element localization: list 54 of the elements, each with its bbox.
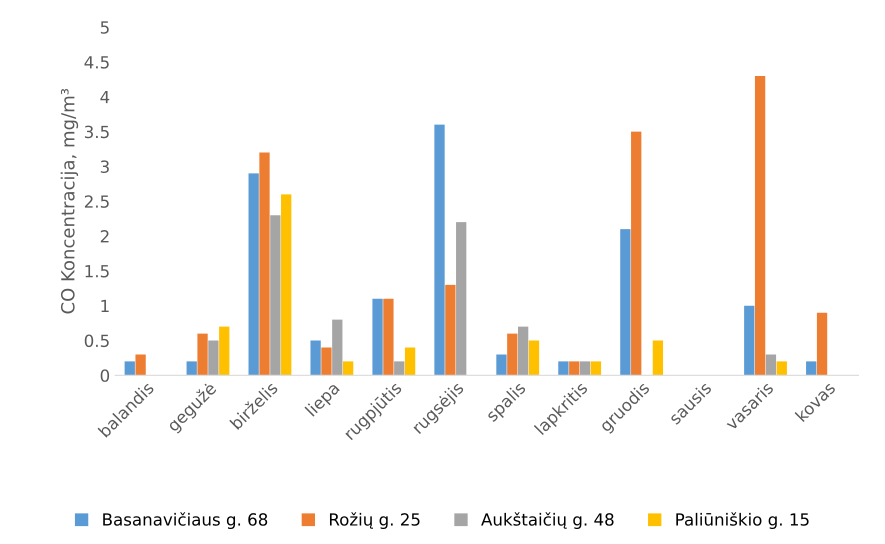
bar: [321, 348, 332, 376]
bar: [754, 76, 766, 376]
bar: [219, 326, 230, 376]
bar: [620, 229, 631, 376]
bar: [580, 361, 590, 376]
bar: [744, 306, 754, 376]
legend-label: Aukštaičių g. 48: [481, 512, 614, 529]
legend-label: Basanavičiaus g. 68: [103, 512, 268, 529]
bar: [766, 354, 776, 376]
bar: [518, 326, 528, 376]
y-tick-label: 3: [100, 160, 109, 174]
bar: [806, 361, 816, 376]
bar: [259, 152, 270, 376]
bar: [383, 298, 394, 376]
bar: [590, 361, 602, 376]
bar: [558, 361, 569, 376]
bar: [569, 361, 580, 376]
legend-label: Rožių g. 25: [330, 512, 420, 529]
bar: [445, 284, 456, 376]
bar: [135, 354, 146, 376]
y-tick-label: 5: [100, 21, 109, 34]
y-tick-label: 2.5: [84, 195, 109, 208]
bar: [652, 340, 664, 376]
y-axis-title: CO Koncentracija, mg/m³: [60, 88, 78, 314]
y-tick-label: 1: [101, 300, 109, 312]
legend-label: Paliūniškio g. 15: [676, 512, 809, 529]
bar: [310, 340, 321, 376]
bar: [631, 132, 642, 376]
bar: [394, 361, 404, 376]
y-tick-label: 4: [100, 91, 110, 104]
y-tick-label: 0.5: [84, 334, 109, 348]
bar: [404, 348, 416, 376]
bar: [342, 361, 354, 376]
bar: [528, 340, 540, 376]
bar: [507, 334, 518, 376]
bar: [332, 320, 342, 376]
y-tick-label: 4.5: [84, 56, 109, 69]
bar: [456, 222, 466, 376]
bar: [270, 215, 280, 376]
bar: [281, 194, 292, 376]
y-tick-label: 3.5: [84, 126, 109, 138]
bar: [434, 124, 445, 376]
bar: [197, 334, 208, 376]
bar: [496, 354, 507, 376]
bar: [776, 361, 787, 376]
bar: [248, 173, 259, 376]
bar: [816, 312, 828, 376]
y-tick-label: 1.5: [86, 265, 109, 278]
bar: [124, 361, 135, 376]
bar: [186, 361, 197, 376]
y-tick-label: 0: [100, 369, 110, 382]
bar: [208, 340, 219, 376]
bar: [372, 298, 383, 376]
y-tick-label: 2: [100, 230, 109, 242]
